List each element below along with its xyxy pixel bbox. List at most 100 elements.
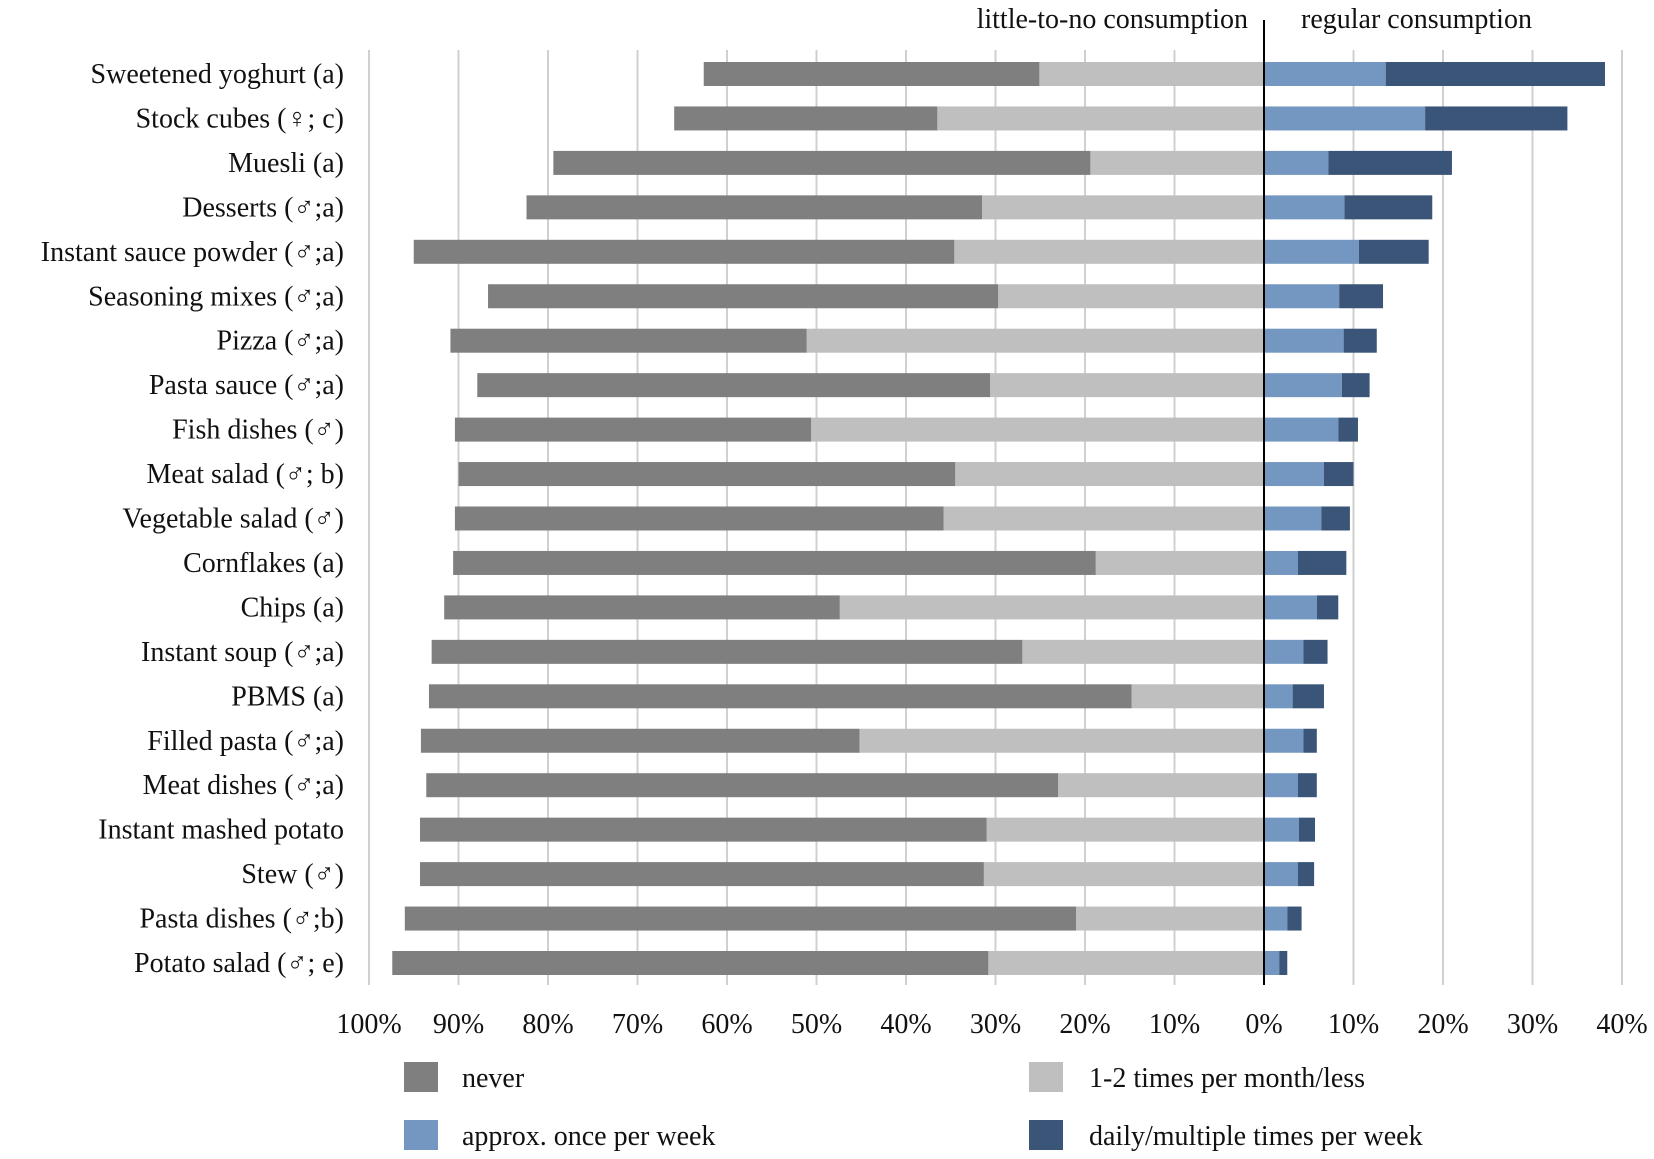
x-tick-label: 70%: [612, 1009, 663, 1040]
bar-segment: [454, 417, 812, 442]
x-tick-label: 30%: [1507, 1009, 1558, 1040]
bar-segment: [1264, 150, 1329, 175]
bar-segment: [1039, 62, 1264, 86]
bar-segment: [1264, 106, 1426, 131]
legend-label: 1-2 times per month/less: [1089, 1063, 1365, 1094]
bar-segment: [811, 417, 1264, 442]
x-tick-label: 10%: [1149, 1009, 1200, 1040]
bar-segment: [392, 951, 989, 975]
bar-segment: [1095, 550, 1264, 575]
bar-segment: [1264, 328, 1344, 353]
bar-segment: [1058, 773, 1264, 798]
bar-segment: [982, 195, 1264, 220]
x-tick-label: 50%: [791, 1009, 842, 1040]
bar-segment: [1303, 639, 1328, 664]
category-label: Seasoning mixes (♂;a): [88, 281, 344, 312]
bar-segment: [1343, 328, 1377, 353]
bar-segment: [1279, 951, 1288, 975]
bar-segment: [806, 328, 1264, 353]
bar-segment: [1131, 684, 1264, 709]
bar-segment: [1076, 906, 1264, 931]
x-tick-label: 20%: [1059, 1009, 1110, 1040]
bar-segment: [1316, 595, 1339, 620]
category-label: Stock cubes (♀; c): [136, 103, 344, 134]
bar-segment: [1264, 506, 1322, 531]
bar-segment: [428, 684, 1132, 709]
bar-segment: [1264, 373, 1342, 398]
category-label: Stew (♂): [241, 859, 344, 890]
bar-segment: [1323, 462, 1354, 487]
bar-segment: [1298, 817, 1316, 842]
category-label: Pasta dishes (♂;b): [139, 904, 344, 935]
bar-segment: [1264, 951, 1280, 975]
bar-segment: [420, 728, 860, 753]
bar-segment: [1339, 284, 1384, 309]
bar-segment: [1090, 150, 1264, 175]
category-label: Meat salad (♂; b): [147, 459, 345, 490]
x-tick-label: 20%: [1417, 1009, 1468, 1040]
bar-segment: [1328, 150, 1452, 175]
bar-segment: [986, 817, 1264, 842]
legend-swatch: [1029, 1120, 1063, 1150]
bar-segment: [1264, 862, 1299, 887]
bar-segment: [1298, 773, 1317, 798]
bar-segment: [1321, 506, 1350, 531]
x-tick-label: 60%: [701, 1009, 752, 1040]
bar-segment: [1341, 373, 1370, 398]
category-label: Instant sauce powder (♂;a): [41, 237, 344, 268]
bar-segment: [431, 639, 1023, 664]
category-label: PBMS (a): [231, 681, 344, 712]
x-tick-label: 80%: [522, 1009, 573, 1040]
bar-segment: [1338, 417, 1358, 442]
bar-segment: [1264, 417, 1339, 442]
bar-segment: [453, 550, 1096, 575]
legend-swatch: [404, 1062, 438, 1092]
bar-segment: [1264, 550, 1299, 575]
bar-segment: [1344, 195, 1433, 220]
bar-segment: [1264, 462, 1324, 487]
bar-segment: [943, 506, 1264, 531]
bar-segment: [1358, 239, 1429, 264]
x-tick-label: 0%: [1245, 1009, 1282, 1040]
legend-label: never: [462, 1063, 525, 1094]
bar-segment: [1287, 906, 1302, 931]
bar-segment: [988, 951, 1264, 975]
header-right-label: regular consumption: [1301, 4, 1532, 35]
category-label: Pasta sauce (♂;a): [149, 370, 344, 401]
category-label: Potato salad (♂; e): [134, 948, 344, 979]
bar-segment: [839, 595, 1264, 620]
legend-label: daily/multiple times per week: [1089, 1121, 1423, 1152]
legend-swatch: [404, 1120, 438, 1150]
bar-segment: [674, 106, 938, 131]
category-label: Desserts (♂;a): [182, 192, 344, 223]
x-tick-label: 40%: [1596, 1009, 1647, 1040]
bar-segment: [937, 106, 1264, 131]
bar-segment: [859, 728, 1264, 753]
category-label: Sweetened yoghurt (a): [91, 59, 344, 90]
category-label: Chips (a): [241, 592, 344, 623]
bar-segment: [983, 862, 1264, 887]
category-label: Instant mashed potato: [98, 815, 344, 846]
bar-segment: [413, 239, 955, 264]
bar-segment: [998, 284, 1264, 309]
bar-segment: [450, 328, 807, 353]
category-label: Filled pasta (♂;a): [147, 726, 344, 757]
bar-segment: [1264, 239, 1359, 264]
bar-segment: [404, 906, 1077, 931]
bar-segment: [1298, 550, 1347, 575]
bar-segment: [444, 595, 840, 620]
category-label: Cornflakes (a): [183, 548, 344, 579]
bar-segment: [477, 373, 991, 398]
bar-segment: [1022, 639, 1264, 664]
bar-segment: [1298, 862, 1315, 887]
bar-segment: [1264, 817, 1299, 842]
category-label: Meat dishes (♂;a): [143, 770, 344, 801]
bar-segment: [1425, 106, 1568, 131]
bar-segment: [426, 773, 1059, 798]
bar-segment: [1264, 773, 1299, 798]
x-tick-label: 30%: [970, 1009, 1021, 1040]
bar-segment: [1292, 684, 1324, 709]
bar-segment: [1264, 906, 1288, 931]
category-label: Pizza (♂;a): [217, 326, 345, 357]
